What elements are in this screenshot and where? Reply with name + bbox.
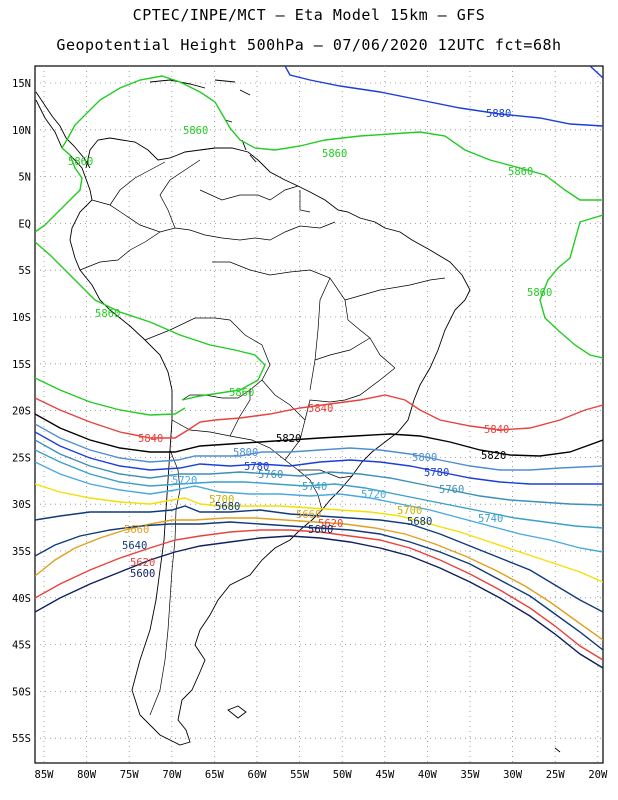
longitude-tick-label: 85W bbox=[35, 769, 55, 781]
contour-label: 5840 bbox=[484, 424, 509, 436]
latitude-tick-label: 20S bbox=[12, 406, 31, 418]
contour-label: 5840 bbox=[308, 403, 333, 415]
contour-5720 bbox=[35, 461, 603, 553]
central-america-coast bbox=[35, 91, 91, 169]
contour-label: 5620 bbox=[130, 557, 155, 569]
contour-label: 5860 bbox=[183, 125, 208, 137]
contour-label: 5840 bbox=[138, 433, 163, 445]
axis-ticks: 15N 10N 5N EQ 5S 10S 15S 20S 25S 30S 35S 40S 45S 50S 5… bbox=[12, 78, 608, 781]
contour-label: 5720 bbox=[361, 489, 386, 501]
latitude-tick-label: 5S bbox=[18, 265, 31, 277]
contour-label: 5680 bbox=[407, 516, 432, 528]
contour-label: 5640 bbox=[122, 540, 147, 552]
contour-label: 5760 bbox=[258, 469, 283, 481]
longitude-tick-label: 75W bbox=[120, 769, 140, 781]
contour-label: 5860 bbox=[508, 166, 533, 178]
latitude-tick-label: EQ bbox=[18, 218, 31, 230]
contour-labels: 5880 5860 5860 5860 5860 5860 5860 5860 … bbox=[68, 108, 552, 580]
contour-label: 5860 bbox=[322, 148, 347, 160]
contour-5640 bbox=[35, 521, 603, 651]
contour-5680 bbox=[35, 505, 603, 613]
contour-label: 5780 bbox=[424, 467, 449, 479]
contour-5880b bbox=[589, 66, 603, 79]
contour-label: 5660 bbox=[296, 509, 321, 521]
contour-label: 5620 bbox=[318, 518, 343, 530]
contour-label: 5680 bbox=[215, 501, 240, 513]
contour-5800 bbox=[35, 423, 603, 471]
contour-label: 5760 bbox=[439, 484, 464, 496]
contour-label: 5740 bbox=[302, 481, 327, 493]
map-subtitle: Geopotential Height 500hPa – 07/06/2020 … bbox=[56, 36, 562, 54]
contour-label: 5800 bbox=[233, 447, 258, 459]
latitude-tick-label: 50S bbox=[12, 686, 31, 698]
latitude-tick-label: 10N bbox=[12, 125, 31, 137]
contour-label: 5600 bbox=[308, 524, 333, 536]
contour-5700 bbox=[35, 483, 603, 583]
latitude-tick-label: 35S bbox=[12, 546, 31, 558]
longitude-tick-label: 25W bbox=[546, 769, 566, 781]
contour-5860b bbox=[35, 241, 266, 401]
longitude-tick-label: 55W bbox=[290, 769, 310, 781]
longitude-tick-label: 60W bbox=[248, 769, 268, 781]
contour-5660 bbox=[35, 517, 603, 641]
contour-5860d bbox=[35, 377, 186, 416]
contour-5780 bbox=[35, 431, 603, 485]
contour-label: 5820 bbox=[481, 450, 506, 462]
contour-5760 bbox=[35, 439, 603, 506]
contour-label: 5600 bbox=[130, 568, 155, 580]
longitude-tick-label: 20W bbox=[588, 769, 608, 781]
graticule bbox=[35, 66, 603, 763]
longitude-tick-label: 50W bbox=[333, 769, 353, 781]
contour-5600 bbox=[35, 535, 603, 669]
longitude-tick-label: 45W bbox=[375, 769, 395, 781]
latitude-tick-label: 5N bbox=[18, 172, 31, 184]
longitude-tick-label: 70W bbox=[162, 769, 182, 781]
longitude-tick-label: 30W bbox=[503, 769, 523, 781]
contour-label: 5780 bbox=[244, 461, 269, 473]
contour-label: 5860 bbox=[527, 287, 552, 299]
contour-label: 5720 bbox=[172, 475, 197, 487]
latitude-tick-label: 55S bbox=[12, 733, 31, 745]
contour-5820 bbox=[35, 413, 603, 457]
trindade-island bbox=[554, 747, 561, 753]
longitude-tick-label: 80W bbox=[77, 769, 97, 781]
contour-label: 5860 bbox=[95, 308, 120, 320]
longitude-tick-label: 35W bbox=[461, 769, 481, 781]
contour-5880 bbox=[284, 66, 603, 127]
contour-label: 5860 bbox=[229, 387, 254, 399]
contour-label: 5820 bbox=[276, 433, 301, 445]
contour-5860c bbox=[539, 214, 603, 359]
contour-5620 bbox=[35, 529, 603, 661]
latitude-tick-label: 15S bbox=[12, 359, 31, 371]
longitude-tick-label: 40W bbox=[418, 769, 438, 781]
latitude-tick-label: 40S bbox=[12, 593, 31, 605]
contour-label: 5700 bbox=[209, 494, 234, 506]
latitude-tick-label: 25S bbox=[12, 452, 31, 464]
contour-label: 5800 bbox=[412, 452, 437, 464]
contour-label: 5740 bbox=[478, 513, 503, 525]
contour-5740 bbox=[35, 449, 603, 529]
latitude-tick-label: 10S bbox=[12, 312, 31, 324]
contour-label: 5880 bbox=[486, 108, 511, 120]
contour-5860a bbox=[35, 75, 603, 233]
contour-lines bbox=[35, 66, 603, 669]
falkland-islands bbox=[227, 705, 247, 719]
latitude-tick-label: 45S bbox=[12, 640, 31, 652]
latitude-tick-label: 15N bbox=[12, 78, 31, 90]
latitude-tick-label: 30S bbox=[12, 499, 31, 511]
longitude-tick-label: 65W bbox=[205, 769, 225, 781]
south-america-coast bbox=[35, 99, 471, 746]
contour-5840 bbox=[35, 394, 603, 439]
contour-label: 5700 bbox=[397, 505, 422, 517]
contour-label: 5860 bbox=[68, 156, 93, 168]
map-title: CPTEC/INPE/MCT – Eta Model 15km – GFS bbox=[132, 6, 486, 24]
contour-label: 5660 bbox=[124, 524, 149, 536]
